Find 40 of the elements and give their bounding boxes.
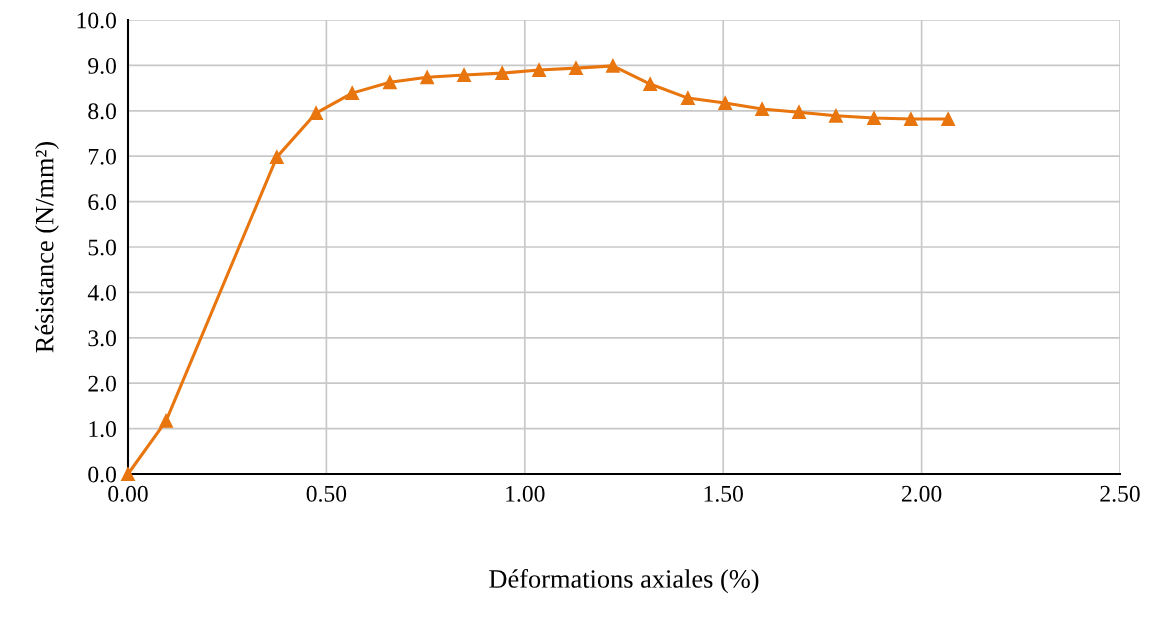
point xyxy=(269,150,284,165)
point xyxy=(121,467,135,481)
point xyxy=(643,77,658,91)
point xyxy=(159,413,174,428)
y-tick-label: 3.0 xyxy=(88,330,116,347)
y-tick-label: 2.0 xyxy=(88,375,116,392)
point xyxy=(828,108,843,123)
point xyxy=(680,91,695,106)
y-tick-label: 6.0 xyxy=(88,194,116,211)
y-tick-label: 5.0 xyxy=(88,239,116,256)
point xyxy=(903,112,918,126)
point xyxy=(495,66,510,81)
point xyxy=(532,62,547,77)
y-tick-label: 9.0 xyxy=(88,57,116,74)
point xyxy=(941,112,956,126)
point xyxy=(569,61,583,76)
y-tick-label: 4.0 xyxy=(87,284,116,301)
x-tick-label: 1.50 xyxy=(704,485,743,502)
point xyxy=(755,102,770,116)
point xyxy=(792,105,806,120)
point xyxy=(309,106,324,121)
y-tick-label: 1.0 xyxy=(89,421,116,438)
y-tick-label: 0.0 xyxy=(88,466,116,483)
point xyxy=(382,75,397,90)
point xyxy=(457,67,472,82)
y-tick-label: 10.0 xyxy=(77,12,116,29)
x-tick-label: 1.00 xyxy=(506,485,545,502)
y-tick-label: 7.0 xyxy=(88,148,116,165)
x-tick-label: 2.50 xyxy=(1100,485,1140,502)
x-tick-label: 0.00 xyxy=(108,485,148,502)
point xyxy=(420,70,435,85)
point xyxy=(345,86,360,101)
y-axis-title: Résistance (N/mm²) xyxy=(34,141,59,353)
point xyxy=(867,111,881,126)
x-tick-label: 2.00 xyxy=(901,485,942,502)
point xyxy=(605,58,620,73)
x-axis-title: Déformations axiales (%) xyxy=(489,569,759,594)
y-tick-label: 8.0 xyxy=(88,103,116,120)
point xyxy=(718,96,733,111)
x-tick-label: 0.50 xyxy=(306,485,347,502)
